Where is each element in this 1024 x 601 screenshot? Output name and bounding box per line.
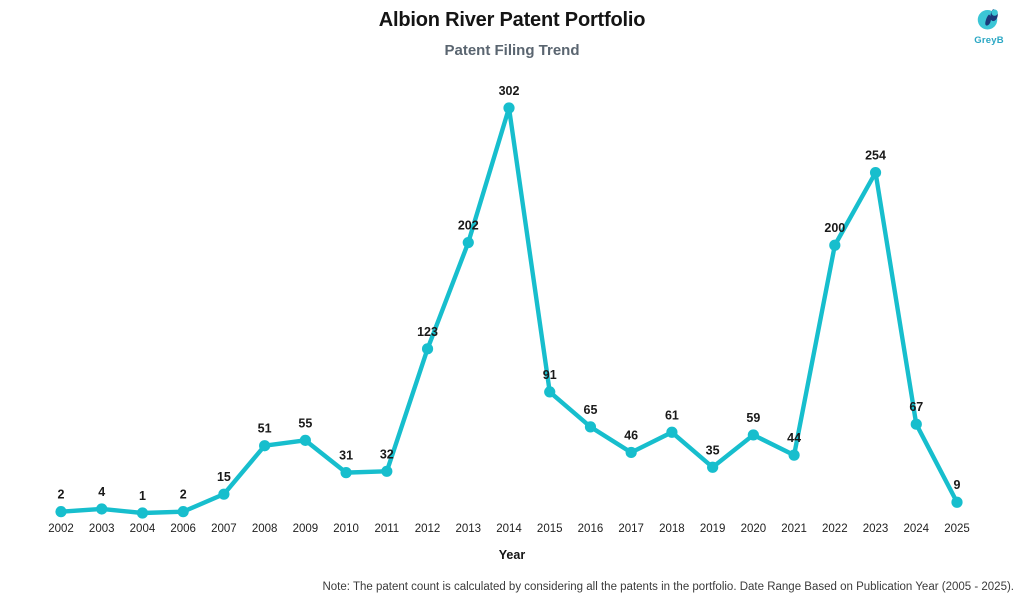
x-tick-2010: 2010 (333, 523, 359, 535)
x-tick-2023: 2023 (863, 523, 889, 535)
data-label-2004: 1 (139, 489, 146, 503)
data-point-2023[interactable] (869, 166, 882, 179)
x-tick-2016: 2016 (578, 523, 604, 535)
data-point-2008[interactable] (259, 440, 271, 452)
x-tick-2011: 2011 (374, 523, 399, 535)
data-label-2016: 65 (584, 403, 598, 417)
x-tick-2018: 2018 (659, 523, 685, 535)
data-point-2025[interactable] (951, 496, 963, 508)
x-tick-2008: 2008 (252, 523, 278, 535)
data-point-2010[interactable] (340, 467, 352, 479)
data-label-2017: 46 (624, 428, 638, 442)
data-point-2024[interactable] (910, 418, 922, 430)
x-tick-2017: 2017 (618, 523, 644, 535)
brand-name: GreyB (974, 35, 1004, 46)
data-label-2002: 2 (58, 488, 65, 502)
data-label-2023: 254 (865, 149, 886, 163)
x-tick-2006: 2006 (170, 523, 196, 535)
data-label-2010: 31 (339, 449, 353, 463)
data-point-2016[interactable] (584, 421, 597, 433)
data-label-2011: 32 (380, 447, 394, 461)
data-label-2009: 55 (298, 416, 312, 430)
data-label-2015: 91 (543, 368, 557, 382)
x-tick-2024: 2024 (903, 523, 929, 535)
x-tick-2014: 2014 (496, 523, 522, 535)
x-tick-2007: 2007 (211, 523, 237, 535)
data-label-2013: 202 (458, 219, 479, 233)
data-label-2021: 44 (787, 431, 801, 445)
data-label-2003: 4 (98, 485, 105, 499)
data-point-2004[interactable] (136, 507, 149, 519)
data-label-2022: 200 (824, 221, 845, 235)
x-tick-2003: 2003 (89, 523, 115, 535)
x-tick-2012: 2012 (415, 523, 441, 535)
data-point-2018[interactable] (666, 426, 678, 438)
data-point-2022[interactable] (829, 239, 841, 251)
series-markers (55, 102, 963, 519)
page-title: Albion River Patent Portfolio (378, 9, 646, 31)
data-labels: 2 4 1 2 15 51 55 31 32 123 202 302 91 65 46 61 35 59 44 200… (58, 84, 961, 503)
x-tick-2002: 2002 (48, 523, 74, 535)
data-label-2014: 302 (499, 84, 520, 98)
x-tick-2009: 2009 (293, 523, 319, 535)
data-point-2017[interactable] (625, 446, 637, 459)
data-point-2015[interactable] (544, 386, 556, 398)
x-axis-title: Year (498, 548, 526, 562)
data-point-2013[interactable] (462, 236, 474, 249)
data-label-2008: 51 (258, 422, 272, 436)
data-label-2006: 2 (180, 488, 187, 502)
data-label-2018: 61 (665, 408, 679, 422)
data-point-2009[interactable] (299, 434, 311, 446)
series-line-patent-filings (58, 105, 960, 516)
data-point-2003[interactable] (96, 503, 108, 515)
chart-subtitle: Patent Filing Trend (444, 42, 580, 59)
x-tick-2020: 2020 (741, 523, 767, 535)
greyb-logo-icon (977, 9, 998, 30)
footer-note: Note: The patent count is calculated by … (322, 581, 1014, 593)
data-label-2025: 9 (954, 478, 961, 492)
x-tick-2022: 2022 (822, 523, 848, 535)
x-tick-2019: 2019 (700, 523, 726, 535)
x-tick-2025: 2025 (944, 523, 970, 535)
data-point-2006[interactable] (177, 506, 189, 518)
data-point-2002[interactable] (55, 506, 67, 518)
data-label-2012: 123 (417, 325, 438, 339)
data-label-2007: 15 (217, 470, 231, 484)
brand-logo: GreyB (964, 4, 1014, 46)
data-point-2012[interactable] (421, 343, 434, 355)
data-label-2024: 67 (909, 400, 923, 414)
data-point-2011[interactable] (381, 465, 393, 477)
data-point-2007[interactable] (218, 488, 230, 500)
data-point-2021[interactable] (788, 449, 800, 461)
x-tick-2015: 2015 (537, 523, 563, 535)
x-tick-2013: 2013 (455, 523, 481, 535)
data-label-2020: 59 (746, 411, 760, 425)
data-label-2019: 35 (706, 443, 720, 457)
x-tick-2021: 2021 (781, 523, 807, 535)
data-point-2020[interactable] (747, 429, 759, 441)
data-point-2019[interactable] (707, 461, 719, 473)
data-point-2014[interactable] (503, 102, 515, 114)
x-tick-2004: 2004 (130, 523, 156, 535)
x-axis-tick-labels: 2002 2003 2004 2006 2007 2008 2009 2010 2011 2012… (48, 523, 970, 535)
